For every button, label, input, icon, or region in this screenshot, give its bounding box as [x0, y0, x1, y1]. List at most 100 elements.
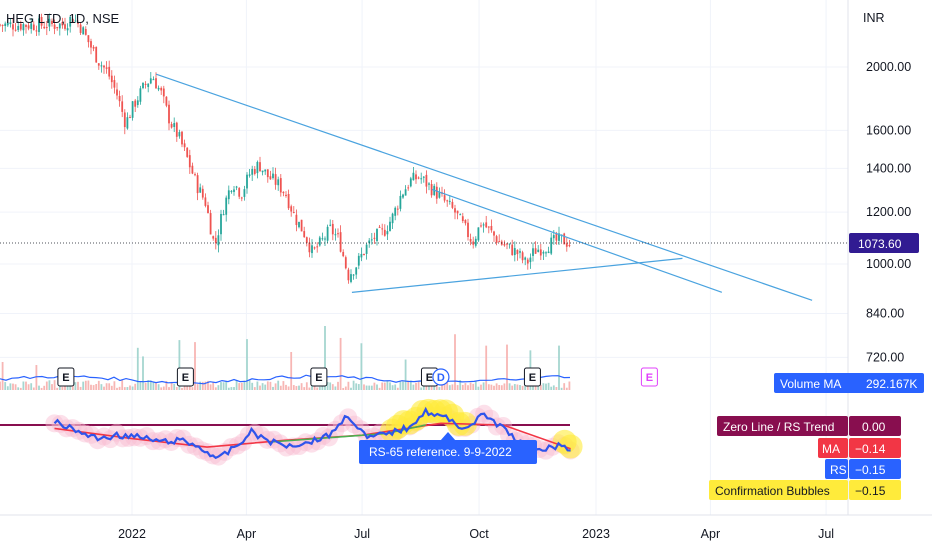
time-axis[interactable]: 2022 Apr Jul Oct 2023 Apr Jul [0, 514, 932, 541]
volume-bar [389, 382, 391, 390]
volume-bar [269, 381, 272, 390]
candle-body [529, 257, 532, 263]
volume-bar [285, 384, 287, 390]
volume-bar [485, 345, 488, 390]
price-axis[interactable]: INR 2000.00 1600.00 1400.00 1200.00 1000.00 8… [847, 0, 911, 515]
earnings-markers[interactable]: E E E E E ED [57, 367, 658, 387]
candle-body [542, 252, 545, 254]
candle-body [110, 75, 113, 83]
candle-body [19, 23, 22, 30]
candle-body [9, 22, 12, 25]
volume-bar [14, 384, 17, 390]
volume-bar [22, 381, 25, 390]
volume-bar [300, 383, 303, 390]
volume-bar [347, 381, 350, 390]
volume-bar [443, 383, 446, 390]
volume-bar [12, 383, 14, 390]
candle-body [311, 245, 313, 254]
indicator-legend: Zero Line / RS Trend 0.00 MA −0.14 RS −0… [709, 416, 901, 500]
volume-bar [487, 384, 490, 390]
volume-bar [329, 382, 332, 390]
trendline [155, 73, 813, 301]
candle-body [285, 194, 287, 197]
volume-bar [79, 386, 82, 390]
volume-bar [17, 387, 20, 390]
volume-bar [240, 382, 243, 390]
volume-bar [350, 387, 352, 390]
volume-bar [204, 381, 207, 390]
candle-body [194, 174, 196, 176]
candle-body [402, 194, 404, 198]
price-tick-label: 720.00 [866, 350, 904, 364]
volume-ma-value: 292.167K [866, 377, 917, 391]
candle-body [160, 87, 163, 91]
candle-body [196, 175, 199, 194]
candle-body [264, 169, 267, 172]
rs-indicator-pane [0, 398, 583, 466]
candle-body [425, 174, 428, 187]
candle-body [480, 225, 482, 227]
volume-bar [511, 385, 514, 390]
time-tick-label: Apr [237, 527, 256, 541]
candle-body [506, 243, 508, 245]
candle-body [454, 208, 456, 213]
volume-bar [305, 382, 308, 390]
volume-bar [391, 385, 394, 390]
volume-bar [383, 382, 386, 390]
candle-body [324, 238, 326, 240]
volume-bar [142, 356, 144, 390]
candle-body [129, 117, 131, 119]
price-tick-label: 840.00 [866, 307, 904, 321]
candle-body [144, 83, 147, 85]
volume-bar [27, 384, 30, 390]
candle-body [321, 238, 324, 240]
trendlines[interactable] [155, 73, 813, 301]
volume-bar [155, 382, 157, 390]
volume-bar [100, 384, 103, 390]
price-tick-label: 1400.00 [866, 161, 911, 175]
volume-bar [48, 380, 51, 390]
candle-body [539, 249, 542, 256]
candle-body [376, 228, 378, 241]
candle-body [43, 26, 46, 29]
confirmation-bubble-yellow [558, 434, 583, 459]
candle-body [404, 189, 407, 196]
volume-bar [295, 386, 298, 390]
candle-body [152, 79, 155, 81]
candle-body [274, 174, 277, 185]
volume-bar [461, 384, 464, 390]
volume-bar [178, 340, 181, 390]
candle-body [69, 16, 72, 27]
volume-bar [235, 380, 238, 390]
volume-bar [508, 383, 511, 390]
candle-body [84, 29, 87, 35]
volume-bar [207, 380, 209, 390]
tooltip-text: RS-65 reference. 9-9-2022 [369, 445, 512, 459]
volume-bar [298, 385, 300, 390]
candle-body [373, 237, 376, 239]
candle-body [53, 24, 56, 29]
volume-bar [194, 342, 196, 390]
candle-body [175, 122, 178, 137]
candle-body [87, 35, 90, 43]
candle-body [459, 214, 462, 216]
volume-bar [279, 385, 282, 390]
candle-body [100, 65, 103, 67]
candle-body [183, 143, 186, 148]
volume-bar [519, 385, 521, 390]
volume-bar [139, 381, 142, 390]
candle-body [118, 95, 121, 102]
volume-bar [513, 384, 516, 390]
candle-body [485, 222, 488, 228]
rs-label: RS [830, 463, 847, 477]
candle-body [378, 226, 381, 228]
candle-body [503, 244, 506, 246]
candle-body [363, 254, 365, 256]
volume-bar [6, 386, 9, 390]
candle-body [428, 183, 430, 185]
volume-bar [214, 387, 217, 390]
volume-bar [435, 385, 438, 390]
volume-bar [40, 387, 43, 390]
